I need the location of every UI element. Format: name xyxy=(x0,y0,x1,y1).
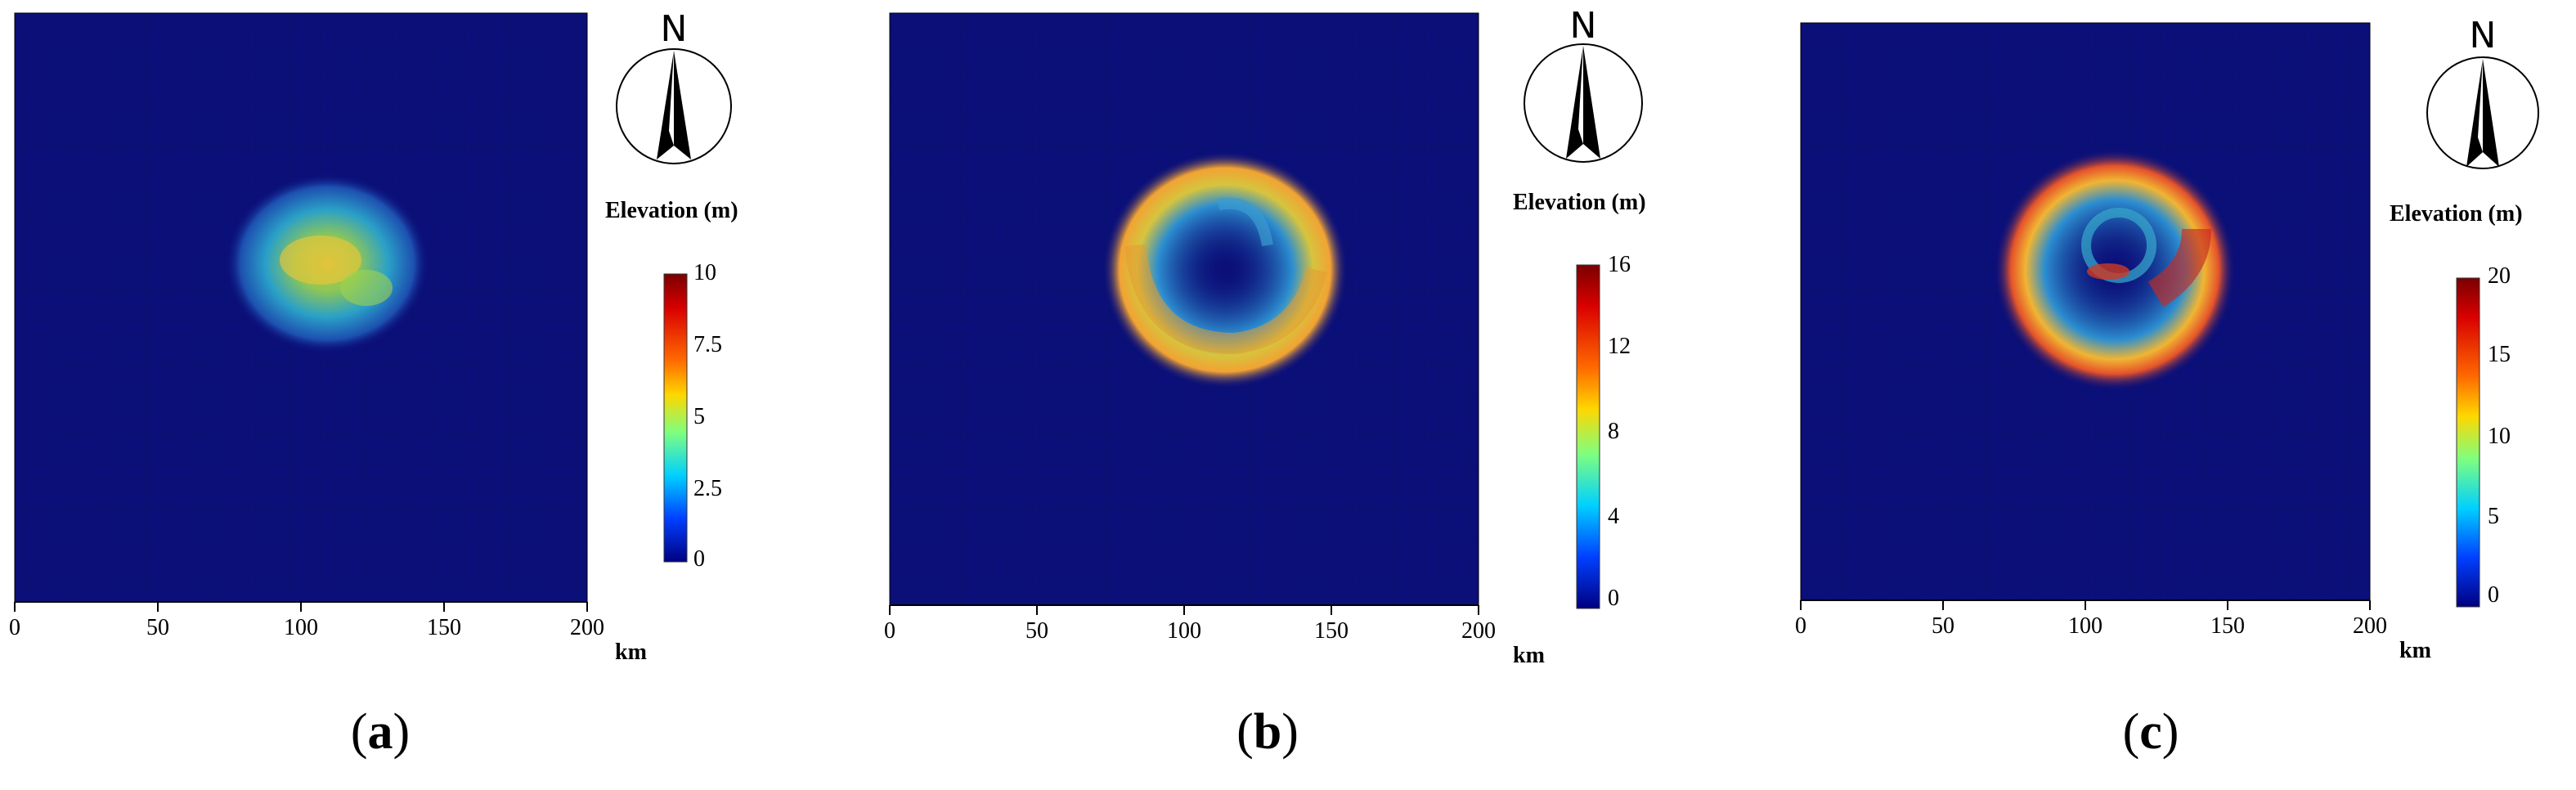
north-label-c: N xyxy=(2469,15,2497,56)
x-tick-a-3: 150 xyxy=(427,615,461,640)
panel-a-svg xyxy=(14,12,732,612)
north-arrow-b-highlight xyxy=(1578,46,1583,144)
colorbar-b xyxy=(1576,264,1600,609)
map-a-feature-core xyxy=(280,236,361,285)
panel-b: N Elevation (m) 16 12 8 4 0 0 50 100 150… xyxy=(875,0,1734,790)
colorbar-tick-a-2: 5 xyxy=(693,404,705,429)
colorbar-tick-c-0: 20 xyxy=(2488,263,2511,289)
x-tick-c-1: 50 xyxy=(1932,613,1954,639)
colorbar-c xyxy=(2456,277,2480,608)
colorbar-tick-a-3: 2.5 xyxy=(693,476,722,501)
colorbar-tick-b-0: 16 xyxy=(1608,252,1631,277)
x-tick-b-3: 150 xyxy=(1314,618,1349,644)
x-axis-unit-b: km xyxy=(1513,643,1545,668)
colorbar-tick-c-2: 10 xyxy=(2488,424,2511,449)
x-ticks-c xyxy=(1800,600,2371,610)
colorbar-tick-b-2: 8 xyxy=(1608,419,1619,444)
x-tick-b-2: 100 xyxy=(1167,618,1201,644)
colorbar-tick-a-4: 0 xyxy=(693,546,705,572)
x-ticks-b xyxy=(889,605,1479,615)
colorbar-tick-b-4: 0 xyxy=(1608,586,1619,611)
panel-a: N Elevation (m) 10 7.5 5 2.5 0 0 50 100 … xyxy=(0,0,859,790)
x-tick-a-1: 50 xyxy=(146,615,169,640)
panel-letter-c: c xyxy=(2139,704,2162,760)
colorbar-tick-b-3: 4 xyxy=(1608,504,1619,529)
map-c-feature-hotspot xyxy=(2147,228,2211,307)
colorbar-tick-c-3: 5 xyxy=(2488,504,2499,529)
panel-label-c: (c) xyxy=(2122,704,2179,760)
colorbar-tick-a-0: 10 xyxy=(693,260,716,285)
x-axis-unit-a: km xyxy=(615,640,647,665)
map-b-feature-arc xyxy=(1124,244,1327,355)
x-ticks-a xyxy=(14,602,588,612)
x-tick-b-1: 50 xyxy=(1025,618,1048,644)
panel-letter-a: a xyxy=(367,704,393,760)
colorbar-title-a: Elevation (m) xyxy=(605,198,738,223)
x-tick-b-0: 0 xyxy=(884,618,895,644)
panel-label-b: (b) xyxy=(1236,704,1299,760)
x-tick-c-0: 0 xyxy=(1795,613,1806,639)
x-tick-a-2: 100 xyxy=(284,615,318,640)
north-label-a: N xyxy=(660,8,688,50)
panel-c-svg xyxy=(1800,22,2539,610)
colorbar-tick-c-1: 15 xyxy=(2488,342,2511,367)
colorbar-title-b: Elevation (m) xyxy=(1513,190,1646,215)
colorbar-tick-b-1: 12 xyxy=(1608,334,1631,359)
north-arrow-c-highlight xyxy=(2478,59,2483,152)
x-tick-a-0: 0 xyxy=(9,615,20,640)
colorbar-title-c: Elevation (m) xyxy=(2390,201,2523,227)
x-axis-unit-c: km xyxy=(2399,638,2431,663)
map-b-feature-swirl xyxy=(1217,197,1273,247)
colorbar-tick-a-1: 7.5 xyxy=(693,332,722,357)
map-a-feature-core-2 xyxy=(340,270,393,306)
colorbar-tick-c-4: 0 xyxy=(2488,582,2499,608)
map-c-feature-inner-hotspot xyxy=(2087,263,2129,280)
north-arrow-a-highlight xyxy=(669,51,674,146)
x-tick-b-4: 200 xyxy=(1461,618,1496,644)
panel-letter-b: b xyxy=(1253,704,1282,760)
x-tick-a-4: 200 xyxy=(570,615,604,640)
x-tick-c-3: 150 xyxy=(2210,613,2245,639)
north-label-b: N xyxy=(1569,5,1597,47)
panel-b-svg xyxy=(889,12,1643,615)
x-tick-c-4: 200 xyxy=(2353,613,2387,639)
x-tick-c-2: 100 xyxy=(2068,613,2103,639)
colorbar-a xyxy=(663,273,688,563)
panel-c: N Elevation (m) 20 15 10 5 0 0 50 100 15… xyxy=(1788,0,2576,790)
panel-label-a: (a) xyxy=(350,704,411,760)
